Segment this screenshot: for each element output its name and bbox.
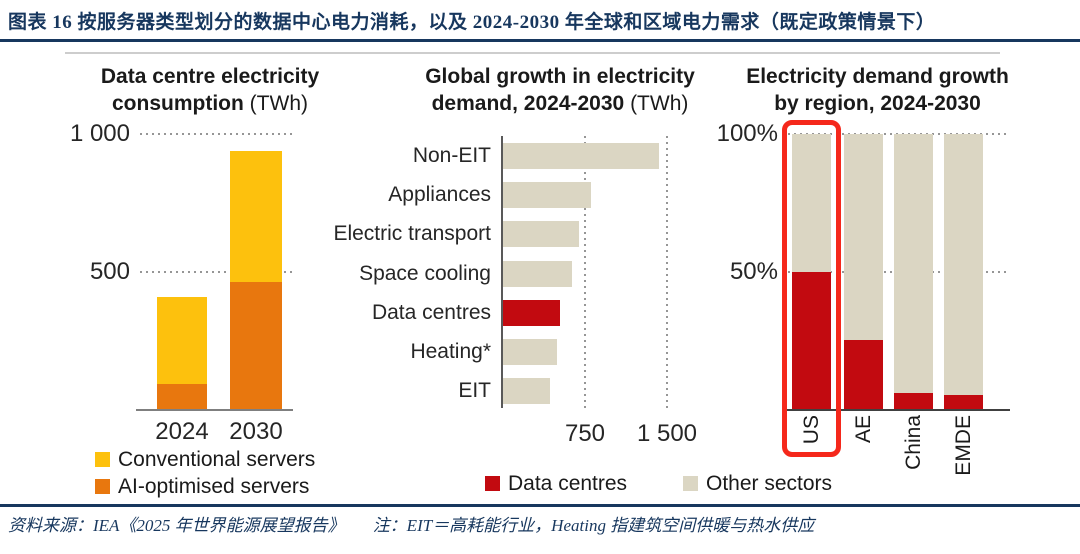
y-tick-50-: 50% — [729, 257, 778, 285]
figure-caption: 图表 16 按服务器类型划分的数据中心电力消耗，以及 2024-2030 年全球… — [8, 12, 936, 33]
y-axis-line — [501, 136, 503, 408]
ai-optimised-servers-swatch — [95, 479, 110, 494]
y-tick-100-: 100% — [716, 120, 778, 147]
bar-china-other-sectors — [894, 134, 933, 393]
bar-2024-ai-optimised-servers — [157, 383, 207, 410]
category-label-heating-: Heating* — [410, 339, 491, 363]
gridline-1-500 — [666, 136, 668, 408]
bar-space-cooling — [503, 260, 572, 287]
bar-heating- — [503, 338, 558, 365]
bar-ae-data-centres — [844, 340, 883, 409]
category-label-non-eit: Non-EIT — [412, 144, 491, 167]
x-label-china: China — [901, 415, 925, 470]
chart2-title-line2: demand, 2024-2030 — [431, 92, 625, 115]
legend-label: AI-optimised servers — [118, 474, 310, 498]
bar-electric-transport — [503, 221, 579, 248]
legend-item-conventional-servers: Conventional servers — [95, 447, 315, 472]
bar-2030-conventional-servers — [230, 150, 282, 282]
footer-divider — [0, 504, 1080, 507]
bar-china-data-centres — [894, 392, 933, 409]
gridline-1-000 — [140, 133, 293, 135]
x-label-ae: AE — [851, 415, 875, 444]
conventional-servers-swatch — [95, 452, 110, 467]
chart2-title-unit: (TWh) — [630, 92, 689, 115]
bar-2030-ai-optimised-servers — [230, 281, 282, 410]
x-axis-line — [785, 409, 1010, 411]
us-highlight-box — [782, 120, 841, 457]
x-label-2024: 2024 — [155, 418, 209, 445]
bar-non-eit — [503, 143, 660, 169]
x-axis-line — [136, 409, 293, 411]
category-label-eit: EIT — [458, 379, 491, 403]
bar-appliances — [503, 182, 591, 209]
chart3-title: Electricity demand growth by region, 202… — [735, 63, 1020, 117]
bar-ae-other-sectors — [844, 134, 883, 341]
x-label-2030: 2030 — [229, 418, 283, 445]
x-tick-750: 750 — [564, 420, 606, 447]
bar-eit — [503, 378, 550, 405]
bar-2024-conventional-servers — [157, 296, 207, 384]
chart2-title-line1: Global growth in electricity — [425, 65, 695, 88]
chart3-title-line1: Electricity demand growth — [746, 65, 1009, 88]
chart2-title: Global growth in electricity demand, 202… — [400, 63, 720, 117]
gridline-500 — [140, 271, 293, 273]
chart3-title-line2: by region, 2024-2030 — [774, 92, 981, 115]
legend-label: Conventional servers — [118, 447, 316, 471]
bar-emde-data-centres — [944, 395, 983, 409]
category-label-data-centres: Data centres — [371, 300, 491, 324]
chart1-legend: Conventional servers AI-optimised servers — [95, 447, 315, 501]
category-label-electric-transport: Electric transport — [333, 222, 491, 246]
gridline-750 — [584, 136, 586, 408]
y-tick-1-000: 1 000 — [69, 120, 130, 147]
bar-emde-other-sectors — [944, 134, 983, 396]
note-text: 注：EIT＝高耗能行业，Heating 指建筑空间供暖与热水供应 — [372, 516, 815, 535]
legend-item-ai-optimised-servers: AI-optimised servers — [95, 474, 315, 499]
y-tick-500: 500 — [89, 258, 130, 285]
footer-note-row: 资料来源：IEA《2025 年世界能源展望报告》 注：EIT＝高耗能行业，Hea… — [8, 511, 814, 536]
caption-divider — [0, 39, 1080, 42]
bar-us-other-sectors — [792, 134, 831, 272]
bar-us-data-centres — [792, 271, 831, 409]
category-label-appliances: Appliances — [388, 183, 491, 207]
bar-data-centres — [503, 299, 560, 326]
panel-top-divider — [65, 52, 1000, 54]
chart1-title: Data centre electricity consumption (TWh… — [55, 63, 365, 117]
chart1-title-unit: (TWh) — [249, 92, 308, 115]
x-label-emde: EMDE — [951, 415, 975, 476]
chart1-title-line1: Data centre electricity — [100, 65, 320, 88]
category-label-space-cooling: Space cooling — [359, 261, 491, 285]
source-text: 资料来源：IEA《2025 年世界能源展望报告》 — [8, 516, 345, 535]
chart1-title-line2: consumption — [112, 92, 244, 115]
x-tick-1-500: 1 500 — [636, 420, 698, 447]
